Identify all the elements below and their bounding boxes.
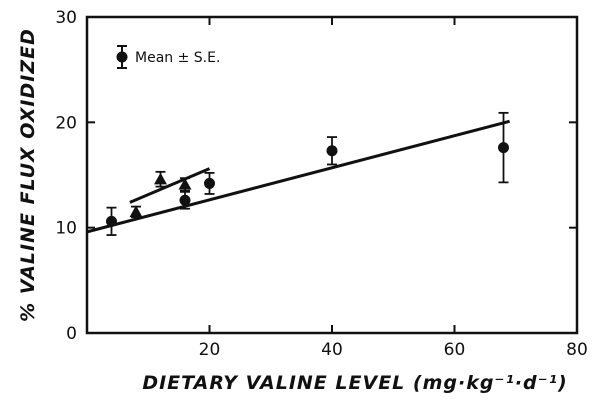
y-tick-label: 0 bbox=[66, 324, 77, 344]
y-tick-label: 20 bbox=[55, 113, 77, 133]
data-point-circle bbox=[179, 194, 191, 206]
regression-line bbox=[129, 167, 211, 204]
regression-lines bbox=[86, 119, 511, 234]
x-tick-label: 60 bbox=[444, 340, 466, 360]
x-axis-title: DIETARY VALINE LEVEL (mg·kg⁻¹·d⁻¹) bbox=[142, 372, 567, 394]
data-point-circle bbox=[204, 177, 215, 189]
data-point-circle bbox=[106, 215, 117, 227]
y-tick-label: 10 bbox=[55, 219, 77, 239]
x-tick-label: 40 bbox=[321, 340, 343, 360]
data-point-triangle bbox=[129, 205, 143, 218]
data-point-triangle bbox=[178, 177, 192, 190]
legend-marker bbox=[116, 51, 128, 63]
data-point-triangle bbox=[154, 172, 167, 185]
data-point-circle bbox=[326, 145, 338, 157]
y-tick-label: 30 bbox=[55, 8, 77, 28]
x-tick-label: 20 bbox=[199, 340, 221, 360]
x-tick-label: 80 bbox=[566, 340, 588, 360]
axis-ticks: 0 10 20 30 20 40 60 80 bbox=[55, 8, 587, 360]
data-point-circle bbox=[498, 142, 509, 154]
regression-line bbox=[86, 119, 511, 234]
legend: Mean ± S.E. bbox=[116, 45, 220, 69]
data-points bbox=[106, 111, 509, 236]
y-axis-title: % VALINE FLUX OXIDIZED bbox=[17, 28, 39, 322]
legend-label: Mean ± S.E. bbox=[135, 50, 220, 66]
